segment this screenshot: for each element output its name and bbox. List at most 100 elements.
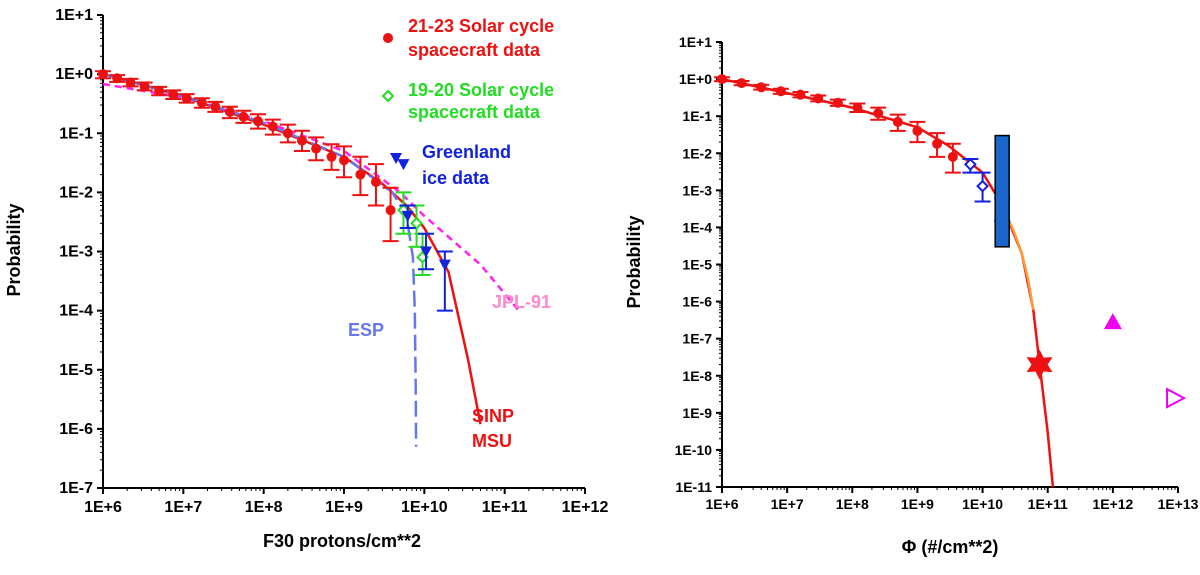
y-axis-label: Probability — [624, 215, 644, 308]
y-tick-label: 1E-7 — [682, 331, 712, 347]
y-tick-label: 1E+1 — [679, 34, 712, 50]
point-spacecraft-data — [892, 116, 903, 127]
x-tick-label: 1E+6 — [84, 499, 122, 516]
point-21-23-solar-cycle-spacecraft-data — [181, 93, 192, 104]
x-tick-label: 1E+9 — [901, 496, 934, 512]
y-tick-label: 1E-5 — [59, 362, 93, 379]
legend-label: ice data — [422, 168, 490, 188]
x-axis-label: F30 protons/cm**2 — [263, 531, 421, 551]
point-19-20-solar-cycle-spacecraft-data — [410, 216, 423, 230]
y-tick-label: 1E-4 — [682, 219, 712, 235]
x-tick-label: 1E+12 — [562, 499, 609, 516]
x-tick-label: 1E+9 — [325, 499, 363, 516]
point-star-estimate — [1026, 349, 1053, 380]
y-tick-label: 1E-7 — [59, 480, 93, 497]
legend-label: 21-23 Solar cycle — [408, 16, 554, 36]
point-21-23-solar-cycle-spacecraft-data — [326, 151, 337, 162]
x-tick-label: 1E+8 — [836, 496, 869, 512]
point-spacecraft-data — [912, 125, 923, 136]
legend-label: Greenland — [422, 142, 511, 162]
x-tick-label: 1E+13 — [1158, 496, 1199, 512]
y-tick-label: 1E-6 — [59, 421, 93, 438]
x-tick-label: 1E+8 — [245, 499, 283, 516]
legend-marker-19-20-solar-cycle-spacecraft-data — [381, 89, 395, 103]
y-tick-label: 1E-9 — [682, 405, 712, 421]
point-21-23-solar-cycle-spacecraft-data — [355, 169, 366, 180]
point-open-triangle-estimate — [1166, 387, 1187, 409]
point-21-23-solar-cycle-spacecraft-data — [98, 69, 108, 80]
point-spacecraft-data — [775, 86, 786, 97]
x-tick-label: 1E+10 — [962, 496, 1003, 512]
point-triangle-estimate — [1103, 313, 1122, 330]
curve-label: SINP — [472, 406, 514, 426]
point-21-23-solar-cycle-spacecraft-data — [311, 143, 322, 154]
point-21-23-solar-cycle-spacecraft-data — [296, 135, 307, 146]
point-21-23-solar-cycle-spacecraft-data — [370, 176, 381, 187]
point-21-23-solar-cycle-spacecraft-data — [224, 106, 235, 117]
point-21-23-solar-cycle-spacecraft-data — [385, 205, 396, 216]
curve-label: JPL-91 — [492, 292, 551, 312]
y-tick-label: 1E-10 — [675, 442, 713, 458]
x-axis-label: Φ (#/cm**2) — [902, 537, 999, 557]
x-tick-label: 1E+11 — [482, 499, 528, 516]
point-spacecraft-data — [873, 108, 884, 119]
point-21-23-solar-cycle-spacecraft-data — [154, 85, 165, 96]
y-tick-label: 1E-1 — [59, 125, 93, 142]
point-greenland-ice-data — [401, 210, 414, 222]
point-greenland-ice-data — [438, 259, 451, 271]
legend-marker-21-23-solar-cycle-spacecraft-data — [383, 33, 393, 43]
point-greenland-ice-data — [397, 159, 410, 171]
curve-label: MSU — [472, 431, 512, 451]
x-tick-label: 1E+10 — [401, 499, 448, 516]
chart-right: 1E+1 1E+0 1E-1 1E-2 1E-3 1E-4 1E-5 1E-6 1E-7 1E-8… — [624, 34, 1199, 557]
chart-left: 1E+1 1E+0 1E-1 1E-2 1E-3 1E-4 1E-5 1E-6 1E-7 1E+6… — [4, 7, 608, 551]
legend-label: 19-20 Solar cycle — [408, 80, 554, 100]
x-tick-label: 1E+11 — [1028, 496, 1068, 512]
y-tick-label: 1E-4 — [59, 303, 93, 320]
point-21-23-solar-cycle-spacecraft-data — [168, 89, 179, 100]
y-axis-label: Probability — [4, 203, 24, 296]
legend-label: spacecraft data — [408, 40, 541, 60]
y-tick-label: 1E-11 — [675, 479, 712, 495]
point-21-23-solar-cycle-spacecraft-data — [139, 81, 150, 92]
legend-label: spacecraft data — [408, 102, 541, 122]
y-tick-label: 1E+1 — [55, 7, 93, 24]
point-spacecraft-data — [717, 74, 727, 85]
y-tick-label: 1E-5 — [682, 257, 712, 273]
point-spacecraft-data — [813, 93, 824, 104]
box-ice-core-range — [994, 134, 1010, 248]
curve-esp — [102, 72, 418, 447]
y-tick-label: 1E-2 — [59, 184, 93, 201]
point-21-23-solar-cycle-spacecraft-data — [267, 121, 278, 132]
point-open-diamonds — [963, 157, 977, 171]
x-tick-label: 1E+7 — [164, 499, 202, 516]
y-tick-label: 1E-1 — [682, 108, 712, 124]
y-tick-label: 1E+0 — [679, 71, 712, 87]
point-21-23-solar-cycle-spacecraft-data — [238, 111, 249, 122]
point-spacecraft-data — [756, 82, 767, 93]
y-tick-label: 1E-6 — [682, 294, 712, 310]
point-spacecraft-data — [795, 89, 806, 100]
point-21-23-solar-cycle-spacecraft-data — [125, 77, 136, 88]
y-tick-label: 1E-3 — [682, 182, 712, 198]
point-21-23-solar-cycle-spacecraft-data — [196, 97, 207, 108]
x-tick-label: 1E+12 — [1092, 496, 1133, 512]
point-spacecraft-data — [832, 97, 843, 108]
point-spacecraft-data — [736, 78, 747, 89]
point-21-23-solar-cycle-spacecraft-data — [112, 73, 123, 84]
point-21-23-solar-cycle-spacecraft-data — [252, 116, 263, 127]
point-greenland-ice-data — [420, 246, 433, 258]
curve-label: ESP — [348, 320, 384, 340]
point-open-diamonds — [976, 179, 989, 193]
x-tick-label: 1E+6 — [705, 496, 738, 512]
point-spacecraft-data — [932, 138, 943, 149]
point-21-23-solar-cycle-spacecraft-data — [339, 155, 349, 166]
y-tick-label: 1E-2 — [682, 145, 712, 161]
point-21-23-solar-cycle-spacecraft-data — [210, 101, 221, 112]
y-tick-label: 1E-8 — [682, 368, 712, 384]
y-tick-label: 1E+0 — [55, 66, 93, 83]
point-21-23-solar-cycle-spacecraft-data — [282, 128, 293, 139]
x-tick-label: 1E+7 — [771, 496, 804, 512]
